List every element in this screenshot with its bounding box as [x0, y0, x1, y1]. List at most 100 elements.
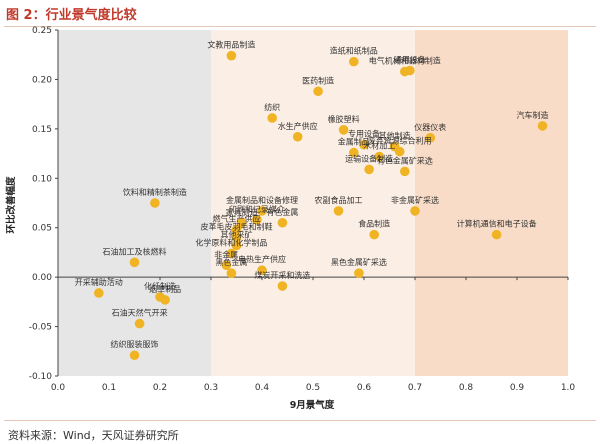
- data-point: [364, 164, 374, 175]
- x-tick-label: 0.5: [306, 383, 320, 393]
- point-label: 木材加工: [363, 141, 395, 151]
- y-tick-label: -0.05: [29, 323, 52, 333]
- y-tick-label: 0.05: [32, 224, 52, 234]
- point-label: 仪器仪表: [414, 122, 446, 132]
- y-tick-label: 0.00: [32, 273, 52, 283]
- point-label: 专用设备: [348, 129, 380, 139]
- point-label: 纺织服装服饰: [111, 339, 159, 349]
- data-point: [537, 121, 548, 131]
- data-point: [231, 232, 242, 243]
- data-point: [129, 350, 140, 361]
- data-point: [277, 281, 288, 291]
- data-point: [349, 147, 359, 158]
- x-tick-label: 0.7: [408, 383, 422, 393]
- point-label: 金属制品: [338, 137, 370, 147]
- data-point: [354, 268, 364, 278]
- point-label: 皮革毛皮羽毛和制鞋: [201, 222, 273, 232]
- point-label: 金属制品和设备修理: [226, 195, 298, 205]
- x-tick-label: 0.9: [510, 383, 525, 393]
- chart-regions: [58, 30, 568, 376]
- data-point: [369, 229, 380, 240]
- data-point: [221, 260, 232, 271]
- data-point: [236, 217, 247, 228]
- x-tick-label: 0.4: [255, 383, 270, 393]
- x-tick-label: 0.1: [102, 383, 116, 393]
- region-band-1: [211, 30, 415, 376]
- y-tick-label: 0.25: [32, 26, 52, 36]
- footer-divider: [4, 420, 596, 421]
- point-label: 汽车制造: [517, 110, 549, 120]
- point-label: 其他采矿: [221, 230, 253, 240]
- data-point: [333, 206, 344, 216]
- data-point: [267, 113, 278, 123]
- x-tick-label: 0.0: [51, 383, 66, 393]
- point-label: 印刷和记录媒介: [229, 205, 285, 214]
- point-label: 计算机通信和电子设备: [457, 219, 537, 229]
- y-axis-title: 环比改善幅度: [5, 176, 17, 234]
- data-point: [257, 206, 267, 216]
- point-label: 电热生产供应: [238, 254, 286, 264]
- data-point: [226, 50, 237, 61]
- chart-points: [94, 50, 548, 361]
- x-tick-label: 1.0: [561, 383, 576, 393]
- point-label: 通用设备: [394, 55, 426, 65]
- point-label: 燃气生产供应: [213, 214, 261, 224]
- data-point: [338, 125, 349, 135]
- data-point: [410, 206, 420, 216]
- point-label: 食品制造: [358, 219, 390, 229]
- data-point: [129, 257, 140, 268]
- data-point: [94, 288, 104, 298]
- y-tick-label: 0.15: [32, 125, 52, 135]
- data-point: [231, 240, 242, 251]
- figure-title: 图 2：行业景气度比较: [6, 8, 137, 23]
- data-point: [292, 131, 303, 142]
- point-label: 水生产供应: [278, 121, 318, 131]
- x-axis-title: 9月景气度: [290, 399, 335, 411]
- region-band-0: [58, 30, 211, 376]
- point-label: 有色金属: [266, 207, 298, 217]
- chart-axes: 0.0 0.1 0.2 0.3 0.4 0.5 0.6 0.7 0.8 0.9 1.0 0.25 0.2…: [29, 26, 576, 393]
- point-label: 其他制造: [379, 131, 411, 141]
- point-label: 医药制造: [302, 75, 334, 85]
- data-point: [349, 56, 359, 67]
- data-point: [394, 146, 405, 157]
- point-label: 非金属矿采选: [391, 195, 439, 205]
- point-label: 化纤制造: [144, 281, 176, 291]
- point-label: 家具制造: [226, 207, 258, 217]
- x-tick-label: 0.8: [459, 383, 474, 393]
- point-label: 石油天然气开采: [112, 308, 168, 318]
- data-point: [491, 229, 502, 240]
- data-point: [160, 295, 170, 305]
- data-point: [425, 132, 436, 143]
- point-label: 造纸和纸制品: [330, 46, 378, 56]
- point-label: 黑色金属矿采选: [331, 257, 387, 267]
- point-label: 废弃资源综合利用: [368, 136, 432, 146]
- data-point: [226, 268, 237, 278]
- data-point: [257, 265, 267, 276]
- point-label: 非金属: [214, 249, 238, 259]
- title-divider: [4, 26, 596, 27]
- data-point: [277, 217, 288, 228]
- point-label: 橡胶塑料: [328, 114, 360, 124]
- data-point: [150, 198, 160, 208]
- data-point: [313, 86, 323, 97]
- y-tick-label: 0.10: [32, 174, 52, 184]
- data-point: [400, 66, 410, 77]
- point-label: 文教用品制造: [207, 40, 255, 50]
- point-label: 开采辅助活动: [75, 277, 123, 287]
- point-label: 黑色金属: [215, 257, 247, 267]
- point-label: 化学原料和化学制品: [195, 237, 267, 247]
- point-label: 运输设备制造: [345, 153, 393, 163]
- data-point: [252, 215, 262, 225]
- x-tick-label: 0.6: [357, 383, 372, 393]
- data-point: [231, 224, 242, 235]
- data-point: [359, 139, 369, 150]
- chart-point-labels: 文教用品制造造纸和纸制品通用设备电气机械和器材制造医药制造纺织橡胶塑料水生产供应…: [75, 40, 549, 350]
- point-label: 有色金属矿采选: [377, 155, 433, 165]
- x-tick-label: 0.3: [204, 383, 218, 393]
- point-label: 石油加工及核燃料: [103, 246, 167, 256]
- point-label: 农副食品加工: [315, 195, 363, 205]
- y-tick-label: 0.20: [32, 75, 52, 85]
- point-label: 电气机械和器材制造: [369, 56, 441, 66]
